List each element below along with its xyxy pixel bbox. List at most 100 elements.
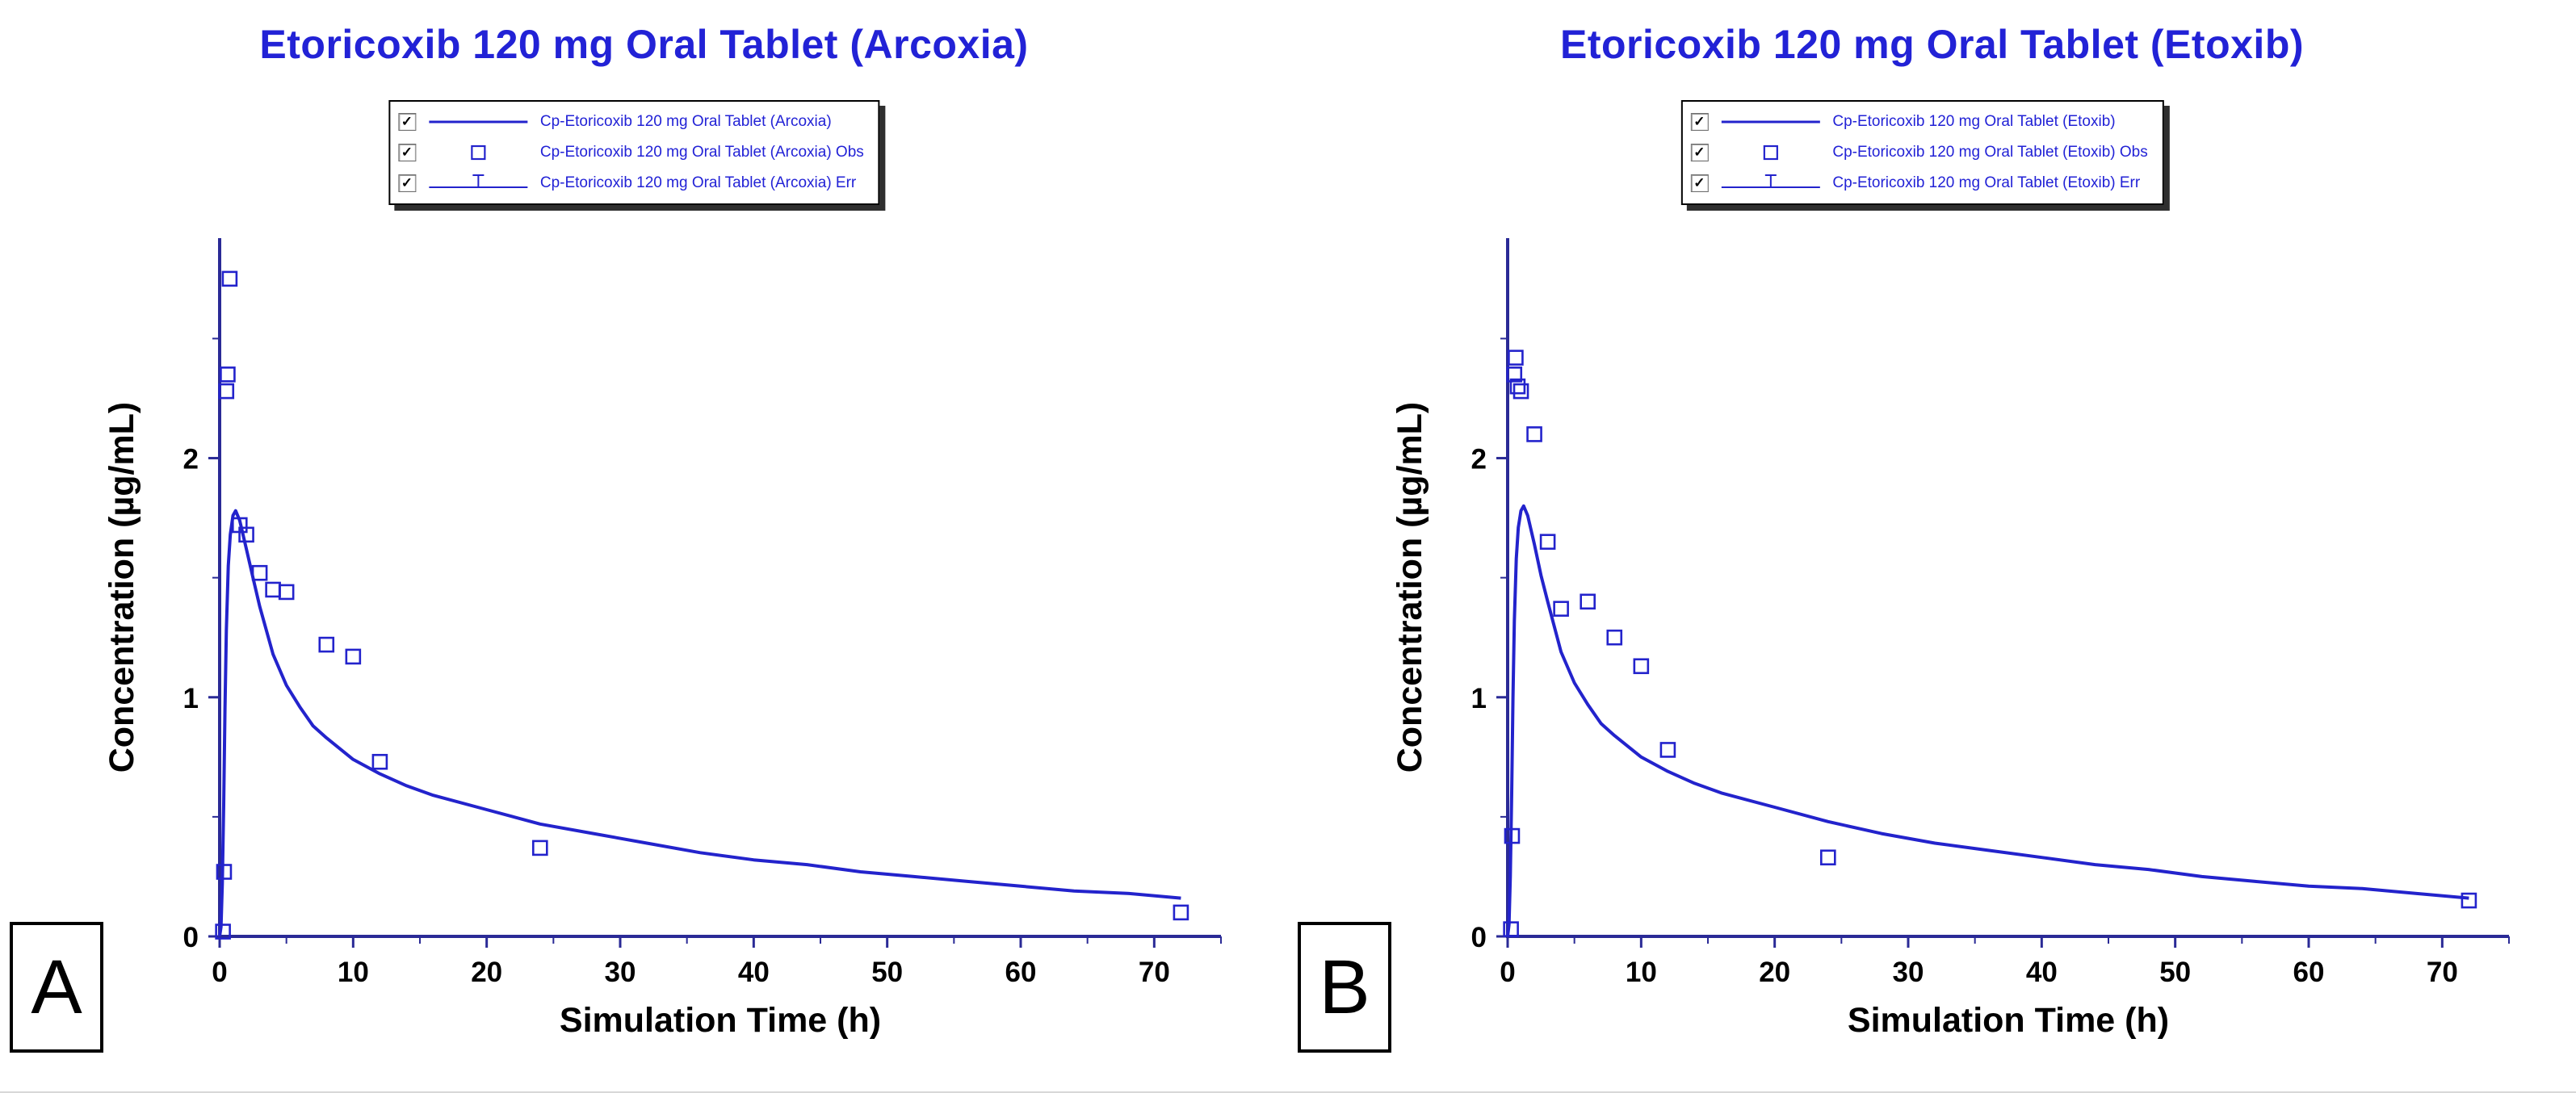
y-tick-label: 2 — [183, 444, 199, 475]
x-tick-label: 0 — [212, 957, 227, 988]
y-tick-label: 1 — [183, 683, 199, 714]
obs-point — [1526, 426, 1542, 442]
obs-point — [1633, 658, 1650, 675]
sim-line — [218, 509, 1181, 937]
panel-a: Etoricoxib 120 mg Oral Tablet (Arcoxia) … — [0, 0, 1288, 1091]
legend-checkbox[interactable]: ✓ — [1690, 113, 1709, 131]
plot-area: 0 10 20 30 40 50 60 70 0 1 2 Simulation Time (h) Con… — [103, 238, 1222, 1040]
y-axis-title: Concentration (µg/mL) — [1391, 402, 1429, 773]
legend-symbol-square — [470, 144, 485, 161]
chart-title: Etoricoxib 120 mg Oral Tablet (Etoxib) — [1559, 22, 2305, 67]
legend-item: ✓ Cp-Etoricoxib 120 mg Oral Tablet (Arcox… — [397, 107, 864, 137]
obs-point — [345, 648, 362, 665]
sim-line — [1506, 504, 2469, 937]
x-tick-label: 30 — [1893, 957, 1924, 988]
axes — [1506, 238, 2509, 938]
legend-box: ✓ Cp-Etoricoxib 120 mg Oral Tablet (Etoxi… — [1680, 100, 2164, 205]
obs-point — [251, 564, 268, 581]
panel-letter-box: B — [1298, 922, 1391, 1053]
obs-point — [1819, 849, 1836, 866]
legend-label: Cp-Etoricoxib 120 mg Oral Tablet (Arcoxi… — [539, 144, 864, 161]
obs-point — [218, 383, 235, 400]
obs-point — [265, 581, 281, 598]
plot-area: 0 10 20 30 40 50 60 70 0 1 2 Simulation Time (h) Con… — [1391, 238, 2510, 1040]
y-tick-label: 0 — [1471, 922, 1487, 953]
axes — [218, 238, 1221, 938]
obs-point — [215, 923, 231, 940]
legend-square-sample — [1763, 144, 1778, 161]
obs-point — [216, 864, 233, 880]
obs-point — [221, 270, 238, 287]
x-tick-label: 0 — [1500, 957, 1515, 988]
y-tick-label: 1 — [1471, 683, 1487, 714]
y-axis-title: Concentration (µg/mL) — [103, 402, 141, 773]
obs-point — [531, 840, 548, 856]
legend-square-sample — [470, 144, 485, 161]
panel-letter: A — [31, 944, 82, 1030]
obs-point — [238, 526, 254, 543]
legend-item: ✓ Cp-Etoricoxib 120 mg Oral Tablet (Etoxi… — [1690, 137, 2148, 168]
x-axis-title: Simulation Time (h) — [560, 1001, 881, 1040]
obs-point — [318, 636, 335, 653]
panel-letter-box: A — [10, 922, 103, 1053]
legend-label: Cp-Etoricoxib 120 mg Oral Tablet (Etoxib… — [1832, 174, 2141, 191]
panel-letter: B — [1319, 944, 1370, 1030]
legend-label: Cp-Etoricoxib 120 mg Oral Tablet (Etoxib… — [1832, 144, 2148, 161]
legend-checkbox[interactable]: ✓ — [1690, 174, 1709, 192]
legend-checkbox[interactable]: ✓ — [397, 144, 416, 161]
chart-title: Etoricoxib 120 mg Oral Tablet (Arcoxia) — [259, 22, 1029, 67]
obs-point — [1659, 742, 1676, 758]
obs-point — [371, 753, 388, 770]
obs-point — [2461, 892, 2477, 909]
legend-symbol-square — [1763, 144, 1778, 161]
x-tick-label: 60 — [1005, 957, 1037, 988]
legend-item: ✓ Cp-Etoricoxib 120 mg Oral Tablet (Arcox… — [397, 137, 864, 168]
obs-point — [1503, 921, 1519, 937]
legend-checkbox[interactable]: ✓ — [1690, 144, 1709, 161]
x-tick-label: 20 — [471, 957, 502, 988]
legend-box: ✓ Cp-Etoricoxib 120 mg Oral Tablet (Arcox… — [388, 100, 880, 205]
y-tick-label: 2 — [1471, 444, 1487, 475]
x-tick-label: 60 — [2293, 957, 2325, 988]
obs-point — [278, 584, 295, 601]
obs-point — [1580, 593, 1596, 610]
obs-point — [1506, 366, 1523, 383]
obs-point — [220, 366, 236, 383]
y-tick-label: 0 — [183, 922, 199, 953]
x-tick-label: 20 — [1759, 957, 1790, 988]
legend-symbol-line — [428, 120, 527, 124]
legend-rows: ✓ Cp-Etoricoxib 120 mg Oral Tablet (Arcox… — [397, 107, 864, 199]
obs-point — [1539, 534, 1556, 551]
x-tick-label: 50 — [2159, 957, 2191, 988]
legend-checkbox[interactable]: ✓ — [397, 174, 416, 192]
x-tick-label: 10 — [1626, 957, 1657, 988]
legend-symbol-errorbar — [428, 174, 527, 188]
obs-point — [1512, 383, 1529, 400]
obs-point — [1509, 378, 1526, 395]
legend-item: ✓ Cp-Etoricoxib 120 mg Oral Tablet (Etoxi… — [1690, 168, 2147, 199]
x-tick-label: 70 — [2427, 957, 2458, 988]
legend-label: Cp-Etoricoxib 120 mg Oral Tablet (Etoxib… — [1832, 113, 2116, 130]
legend-label: Cp-Etoricoxib 120 mg Oral Tablet (Arcoxi… — [539, 113, 832, 130]
legend-checkbox[interactable]: ✓ — [397, 113, 416, 131]
legend-rows: ✓ Cp-Etoricoxib 120 mg Oral Tablet (Etoxi… — [1690, 107, 2148, 199]
obs-point — [1508, 350, 1524, 366]
x-tick-label: 40 — [738, 957, 770, 988]
obs-point — [1504, 827, 1521, 844]
legend-symbol-errorbar — [1721, 174, 1820, 188]
x-tick-label: 70 — [1139, 957, 1170, 988]
legend-label: Cp-Etoricoxib 120 mg Oral Tablet (Arcoxi… — [539, 174, 857, 191]
panel-b: Etoricoxib 120 mg Oral Tablet (Etoxib) ✓… — [1288, 0, 2576, 1091]
x-tick-label: 30 — [605, 957, 636, 988]
x-tick-label: 50 — [871, 957, 903, 988]
legend-symbol-line — [1721, 120, 1820, 124]
x-tick-label: 40 — [2026, 957, 2058, 988]
x-tick-label: 10 — [338, 957, 369, 988]
legend-item: ✓ Cp-Etoricoxib 120 mg Oral Tablet (Etoxi… — [1690, 107, 2147, 137]
x-axis-title: Simulation Time (h) — [1848, 1001, 2169, 1040]
legend-item: ✓ Cp-Etoricoxib 120 mg Oral Tablet (Arcox… — [397, 168, 864, 199]
obs-point — [1553, 601, 1569, 617]
obs-point — [1606, 629, 1623, 646]
obs-point — [1173, 904, 1189, 921]
